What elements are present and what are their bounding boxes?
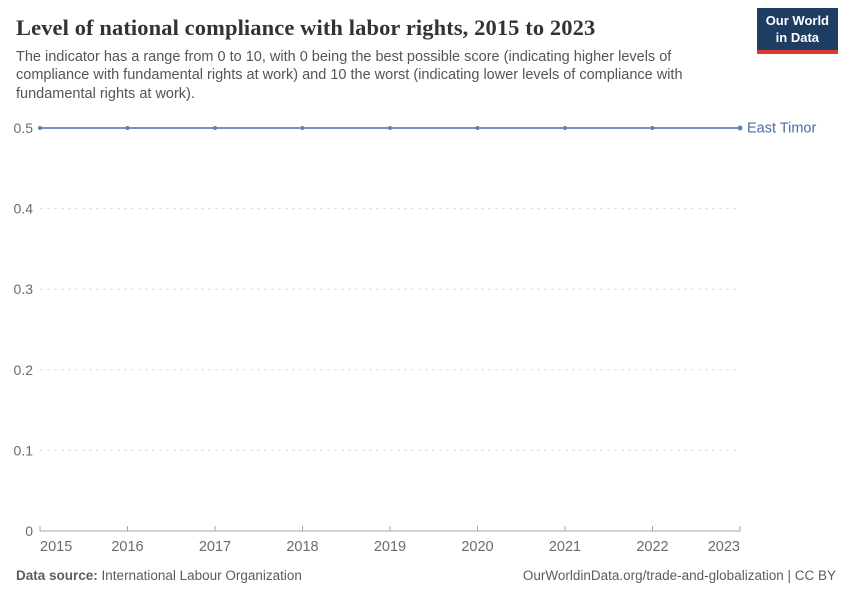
x-tick-label: 2015: [40, 539, 72, 555]
data-point[interactable]: [475, 126, 480, 130]
data-source-value: International Labour Organization: [101, 568, 302, 583]
owid-logo-line2: in Data: [775, 29, 820, 45]
x-tick-label: 2023: [708, 539, 740, 555]
chart-header: Level of national compliance with labor …: [16, 14, 750, 103]
series-label: East Timor: [747, 121, 816, 137]
x-tick-label: 2019: [374, 539, 406, 555]
data-source-label: Data source:: [16, 568, 98, 583]
chart-subtitle: The indicator has a range from 0 to 10, …: [16, 49, 683, 102]
x-tick-label: 2022: [636, 539, 668, 555]
data-point[interactable]: [388, 126, 392, 130]
data-point[interactable]: [125, 126, 130, 130]
x-tick-label: 2016: [111, 539, 143, 555]
x-tick-label: 2021: [549, 539, 581, 555]
license-note: OurWorldinData.org/trade-and-globalizati…: [522, 568, 836, 583]
data-point[interactable]: [737, 125, 743, 131]
data-source: Data source: International Labour Organi…: [16, 568, 302, 583]
chart-footer: Data source: International Labour Organi…: [16, 568, 836, 583]
owid-logo-line1: Our World: [765, 13, 829, 28]
y-tick-label: 0.4: [14, 201, 34, 217]
data-point[interactable]: [650, 126, 655, 130]
y-tick-label: 0: [25, 523, 33, 539]
y-tick-label: 0.2: [14, 362, 34, 378]
data-point[interactable]: [300, 126, 305, 130]
x-tick-label: 2020: [461, 539, 493, 555]
y-tick-label: 0.1: [14, 442, 34, 458]
data-point[interactable]: [213, 126, 217, 130]
data-point[interactable]: [563, 126, 567, 130]
chart-title: Level of national compliance with labor …: [16, 15, 596, 40]
owid-logo: Our World in Data: [756, 8, 838, 54]
data-point[interactable]: [38, 126, 42, 130]
y-tick-label: 0.3: [14, 281, 34, 297]
x-tick-label: 2017: [199, 539, 231, 555]
y-tick-label: 0.5: [14, 120, 34, 136]
x-tick-label: 2018: [286, 539, 318, 555]
